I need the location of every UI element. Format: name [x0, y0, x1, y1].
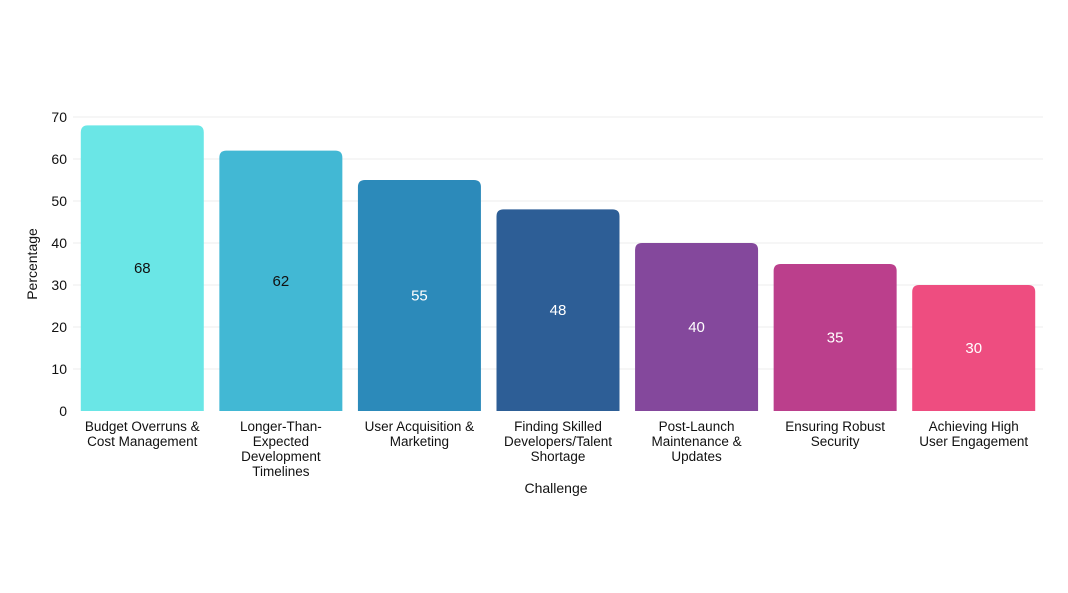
x-category-label-line: Marketing [390, 434, 449, 449]
y-tick-label: 50 [51, 193, 67, 209]
x-category-label: User Acquisition &Marketing [365, 419, 475, 449]
y-tick-label: 60 [51, 151, 67, 167]
bar-value-label: 30 [965, 340, 982, 357]
x-category-label-line: Developers/Talent [504, 434, 612, 449]
bar [635, 243, 759, 411]
x-category-label-line: Security [811, 434, 860, 449]
bar [773, 264, 897, 411]
x-category-label-line: Post-Launch [659, 419, 735, 434]
x-axis-categories: Budget Overruns &Cost Management Longer-T… [85, 419, 1028, 479]
y-tick-label: 0 [59, 403, 67, 419]
x-category-label-line: Finding Skilled [514, 419, 602, 434]
y-tick-label: 20 [51, 319, 67, 335]
x-category-label-line: Ensuring Robust [785, 419, 885, 434]
x-axis-title: Challenge [524, 480, 587, 496]
x-category-label-line: Development [241, 449, 321, 464]
y-tick-label: 70 [51, 109, 67, 125]
x-category-label-line: Longer-Than- [240, 419, 322, 434]
x-category-label-line: Achieving High [929, 419, 1019, 434]
y-axis-title: Percentage [24, 228, 40, 300]
data-labels: 68 62 55 48 40 35 30 [134, 260, 982, 357]
x-category-label-line: Timelines [252, 464, 310, 479]
bar-value-label: 35 [827, 330, 844, 347]
x-category-label-line: Cost Management [87, 434, 198, 449]
bar-value-label: 55 [411, 288, 428, 305]
y-tick-label: 10 [51, 361, 67, 377]
bar [496, 209, 620, 411]
x-category-label-line: Updates [671, 449, 722, 464]
bar [219, 150, 343, 411]
y-axis-ticks: 0 10 20 30 40 50 60 70 [51, 109, 67, 419]
x-category-label-line: Budget Overruns & [85, 419, 200, 434]
bar-value-label: 48 [550, 302, 567, 319]
x-category-label-line: Maintenance & [652, 434, 742, 449]
bar [80, 125, 204, 412]
x-category-label-line: User Acquisition & [365, 419, 475, 434]
y-tick-label: 40 [51, 235, 67, 251]
bar-value-label: 62 [273, 273, 290, 290]
y-tick-label: 30 [51, 277, 67, 293]
bar-value-label: 68 [134, 260, 151, 277]
x-category-label-line: Shortage [531, 449, 586, 464]
bar [357, 180, 481, 411]
bar-value-label: 40 [688, 319, 705, 336]
bars [80, 125, 1036, 412]
bar [912, 285, 1036, 411]
x-category-label-line: User Engagement [919, 434, 1028, 449]
x-category-label: Budget Overruns &Cost Management [85, 419, 200, 449]
x-category-label-line: Expected [253, 434, 309, 449]
